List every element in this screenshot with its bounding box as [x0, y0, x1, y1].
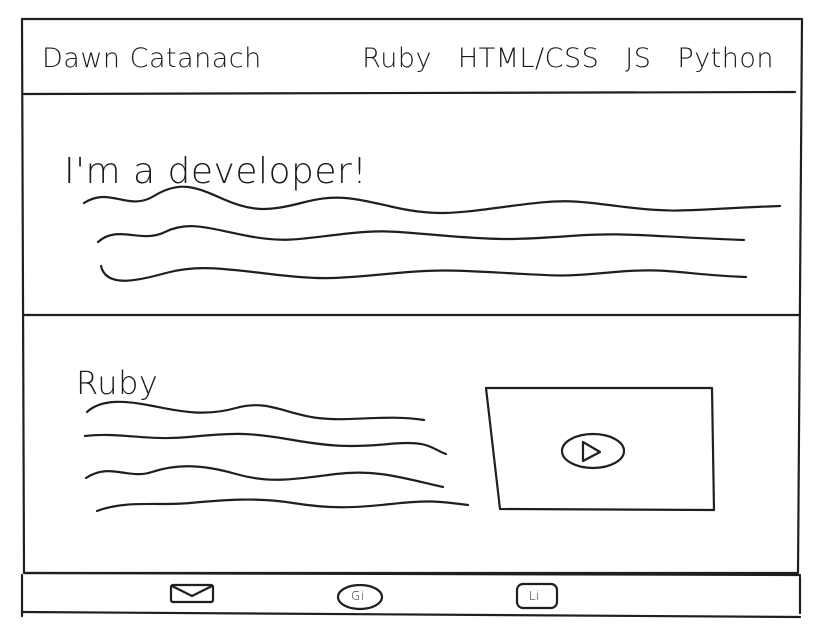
nav-link-python[interactable]: Python	[677, 43, 774, 74]
brand-name[interactable]: Dawn Catanach	[42, 43, 262, 74]
nav-link-ruby[interactable]: Ruby	[362, 43, 432, 74]
email-icon[interactable]	[168, 584, 216, 610]
ruby-section: Ruby	[22, 316, 797, 572]
nav-link-html-css[interactable]: HTML/CSS	[457, 43, 600, 74]
github-label: Gi	[351, 589, 365, 603]
hero-title: I'm a developer!	[64, 151, 368, 193]
linkedin-icon[interactable]: Li	[517, 584, 557, 610]
linkedin-label: Li	[529, 589, 541, 603]
github-icon[interactable]: Gi	[337, 584, 383, 610]
nav-link-js[interactable]: JS	[625, 43, 652, 74]
site-header: Dawn Catanach Ruby HTML/CSS JS Python	[22, 20, 794, 94]
hero-section: I'm a developer!	[22, 95, 797, 313]
section-title: Ruby	[76, 363, 159, 402]
play-icon[interactable]	[560, 428, 624, 470]
site-footer	[22, 575, 800, 620]
main-navigation: Ruby HTML/CSS JS Python	[362, 44, 774, 74]
